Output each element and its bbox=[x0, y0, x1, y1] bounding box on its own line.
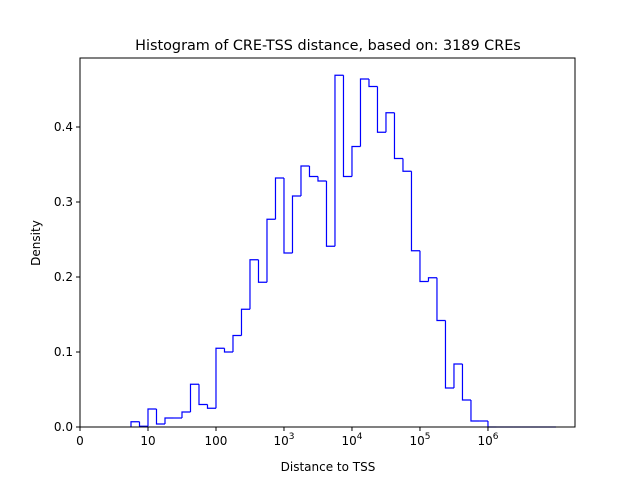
tick-base: 10 bbox=[477, 434, 492, 448]
histogram-bin bbox=[376, 86, 386, 133]
x-tick-label: 104 bbox=[341, 432, 362, 448]
histogram-bin bbox=[138, 421, 148, 427]
x-tick-label: 0 bbox=[76, 434, 84, 448]
y-tick-label: 0.4 bbox=[54, 120, 73, 134]
histogram-bin bbox=[308, 166, 318, 178]
y-tick-label: 0.1 bbox=[54, 345, 73, 359]
x-tick-label: 103 bbox=[273, 432, 294, 448]
tick-base: 10 bbox=[273, 434, 288, 448]
x-tick-label: 100 bbox=[205, 434, 228, 448]
y-tick-label: 0.2 bbox=[54, 270, 73, 284]
histogram-bin bbox=[198, 384, 208, 406]
histogram-bin bbox=[317, 176, 327, 182]
histogram-bin bbox=[249, 259, 259, 310]
y-tick-label: 0.3 bbox=[54, 195, 73, 209]
histogram-bin bbox=[300, 165, 310, 196]
y-tick-label: 0.0 bbox=[54, 420, 73, 434]
histogram-bin bbox=[385, 112, 395, 133]
histogram-bin bbox=[130, 421, 140, 427]
histogram-bin bbox=[444, 320, 454, 389]
chart-title: Histogram of CRE-TSS distance, based on:… bbox=[135, 38, 521, 54]
histogram-bin bbox=[181, 411, 191, 418]
y-axis-label: Density bbox=[29, 220, 43, 266]
tick-base: 10 bbox=[409, 434, 424, 448]
histogram-bin bbox=[189, 383, 199, 412]
histogram-bin bbox=[155, 409, 165, 425]
x-tick-label: 10 bbox=[140, 434, 155, 448]
histogram-bin bbox=[410, 171, 420, 252]
histogram-bin bbox=[368, 79, 378, 88]
tick-exponent: 5 bbox=[425, 432, 431, 442]
histogram-bin bbox=[257, 259, 267, 283]
x-tick-label: 105 bbox=[409, 432, 430, 448]
histogram-bin bbox=[419, 250, 429, 283]
histogram-bin bbox=[487, 421, 497, 428]
histogram-bin bbox=[436, 277, 446, 322]
histogram-bin bbox=[206, 404, 216, 409]
histogram-bin bbox=[470, 400, 480, 422]
histogram-bin bbox=[215, 347, 225, 409]
histogram-bin bbox=[223, 348, 233, 353]
histogram-bin bbox=[334, 74, 344, 247]
histogram-bin bbox=[461, 364, 471, 401]
tick-exponent: 4 bbox=[357, 432, 363, 442]
tick-base: 10 bbox=[341, 434, 356, 448]
histogram-bin bbox=[453, 363, 463, 388]
histogram-bin bbox=[342, 75, 352, 178]
histogram-bin bbox=[266, 218, 276, 283]
histogram-bin bbox=[232, 334, 242, 352]
x-tick-label: 106 bbox=[477, 432, 498, 448]
tick-exponent: 3 bbox=[289, 432, 295, 442]
histogram-bin bbox=[291, 195, 301, 253]
histogram-bin bbox=[283, 178, 293, 254]
histogram-bin bbox=[351, 145, 361, 177]
histogram-bin bbox=[427, 277, 437, 282]
histogram-bin bbox=[402, 158, 412, 172]
plot-frame bbox=[79, 57, 576, 428]
histogram-bin bbox=[164, 417, 174, 424]
histogram-bin bbox=[240, 308, 250, 336]
histogram-bin bbox=[274, 177, 284, 220]
tick-exponent: 6 bbox=[493, 432, 499, 442]
x-axis-label: Distance to TSS bbox=[281, 460, 376, 474]
histogram-bin bbox=[147, 408, 157, 427]
histogram-bin bbox=[325, 181, 335, 247]
histogram-bin bbox=[359, 78, 369, 147]
histogram-bin bbox=[393, 112, 403, 160]
